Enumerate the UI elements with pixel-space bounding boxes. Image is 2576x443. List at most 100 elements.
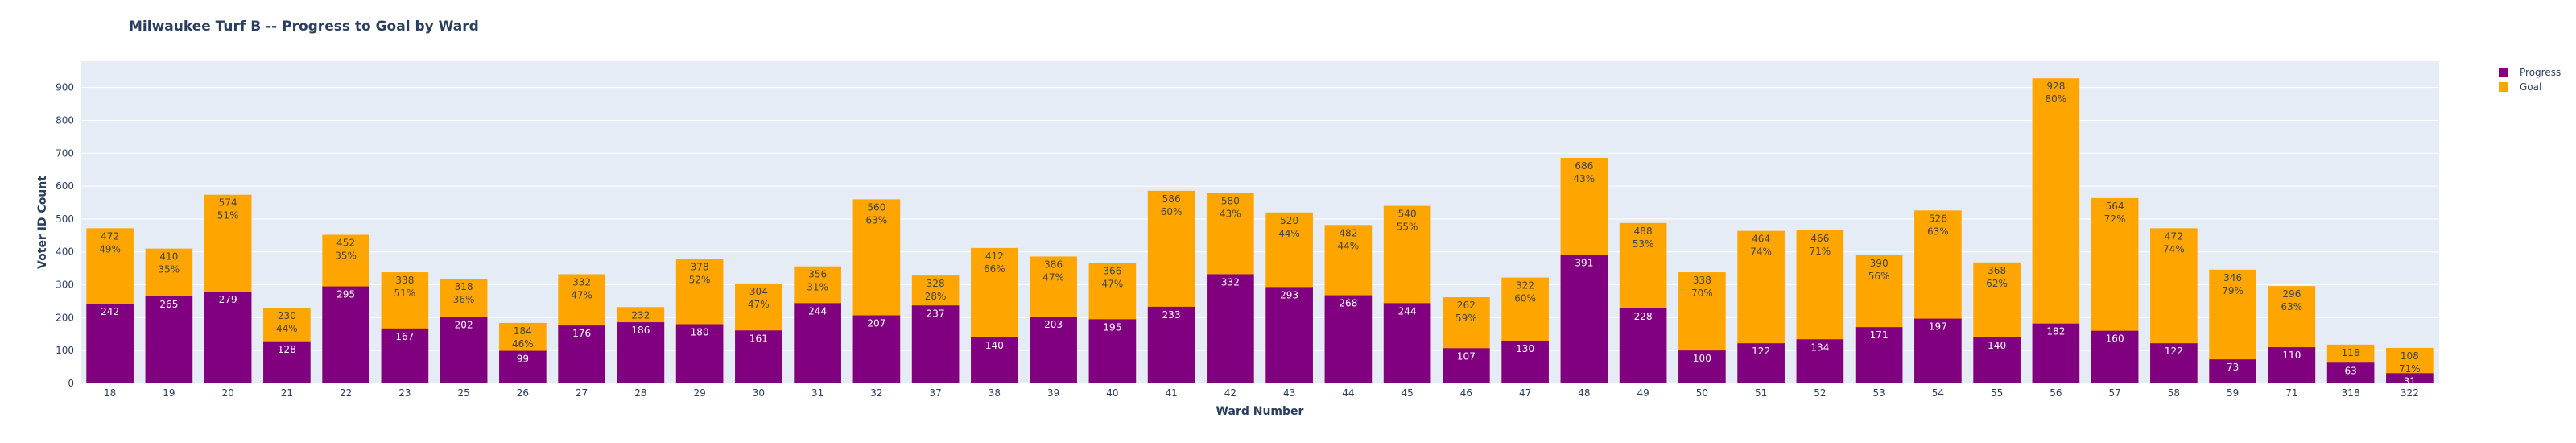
x-tick-label: 322 [2401, 387, 2419, 399]
progress-bar[interactable] [1855, 327, 1903, 383]
progress-data-label: 140 [985, 340, 1004, 351]
x-tick-label: 42 [1224, 387, 1236, 399]
x-tick-label: 20 [221, 387, 233, 399]
progress-bar[interactable] [440, 317, 488, 383]
progress-bar[interactable] [1619, 308, 1667, 383]
progress-bar[interactable] [1796, 339, 1844, 383]
progress-data-label: 73 [2227, 362, 2239, 373]
goal-data-label: 526 63% [1927, 213, 1949, 237]
progress-data-label: 107 [1457, 350, 1476, 362]
x-tick-label: 44 [1342, 387, 1354, 399]
progress-bar[interactable] [1383, 303, 1431, 383]
progress-bar[interactable] [2268, 347, 2316, 383]
progress-bar[interactable] [735, 330, 782, 383]
goal-data-label: 338 51% [394, 275, 416, 299]
progress-data-label: 122 [2165, 346, 2183, 357]
x-tick-label: 52 [1814, 387, 1826, 399]
progress-data-label: 228 [1634, 311, 1653, 322]
progress-bar[interactable] [381, 328, 429, 383]
goal-data-label: 482 44% [1338, 227, 1360, 251]
progress-bar[interactable] [263, 341, 311, 383]
goal-data-label: 580 43% [1220, 195, 1241, 219]
progress-data-label: 63 [2344, 365, 2356, 376]
progress-bar[interactable] [675, 324, 724, 383]
x-axis-ticks: 18 19 20 21 22 23 25 26 27 28 29 30 31 32 37 38 39 40 41 42… [104, 387, 2419, 399]
progress-bar[interactable] [145, 296, 193, 383]
progress-bar[interactable] [499, 350, 547, 383]
x-tick-label: 41 [1165, 387, 1177, 399]
progress-bar[interactable] [617, 322, 665, 383]
goal-data-label: 686 43% [1574, 160, 1596, 184]
y-axis-title: Voter ID Count [36, 176, 49, 269]
progress-data-label: 279 [219, 294, 237, 305]
x-tick-label: 25 [457, 387, 469, 399]
progress-bar[interactable] [1030, 317, 1077, 383]
progress-bar[interactable] [204, 292, 252, 383]
goal-data-label: 410 35% [159, 251, 180, 275]
x-tick-label: 50 [1696, 387, 1708, 399]
progress-bar[interactable] [852, 315, 901, 383]
progress-bar[interactable] [794, 303, 841, 383]
progress-data-label: 167 [395, 331, 414, 342]
progress-data-label: 332 [1221, 276, 1240, 288]
goal-data-label: 412 66% [984, 250, 1005, 275]
progress-bar[interactable] [558, 325, 605, 383]
x-tick-label: 27 [576, 387, 588, 399]
progress-bar[interactable] [2326, 362, 2375, 383]
progress-data-label: 195 [1103, 321, 1121, 333]
progress-bar[interactable] [1443, 348, 1490, 383]
progress-data-label: 134 [1810, 342, 1829, 353]
progress-bar[interactable] [1737, 343, 1785, 383]
progress-data-label: 100 [1693, 353, 1711, 364]
x-tick-label: 23 [398, 387, 411, 399]
y-tick-label: 0 [68, 378, 74, 389]
goal-data-label: 466 71% [1810, 233, 1831, 257]
progress-bar[interactable] [1501, 340, 1549, 383]
goal-data-label: 184 46% [512, 325, 534, 350]
progress-data-label: 171 [1870, 329, 1889, 341]
x-tick-label: 39 [1047, 387, 1059, 399]
bar-labels: 242 472 49% 265 410 35% 279 574 51% 128 230 44% 295 4… [99, 81, 2420, 387]
legend-label-goal[interactable]: Goal [2520, 81, 2541, 93]
progress-data-label: 31 [2404, 375, 2416, 387]
progress-data-label: 237 [927, 308, 945, 319]
x-tick-label: 49 [1637, 387, 1649, 399]
progress-data-label: 122 [1752, 346, 1770, 357]
progress-bar[interactable] [322, 286, 369, 383]
y-axis-ticks: 0 100 200 300 400 500 600 700 800 900 [56, 82, 74, 389]
progress-bar[interactable] [2209, 359, 2256, 383]
goal-data-label: 564 72% [2104, 201, 2126, 225]
progress-bar[interactable] [1678, 350, 1726, 383]
legend[interactable]: Progress Goal [2499, 67, 2561, 93]
goal-data-label: 574 51% [217, 197, 239, 222]
legend-swatch-goal[interactable] [2499, 82, 2508, 92]
progress-bar[interactable] [2386, 373, 2434, 383]
progress-bar[interactable] [86, 304, 134, 383]
progress-bar[interactable] [1973, 337, 2021, 383]
legend-swatch-progress[interactable] [2499, 68, 2508, 77]
progress-data-label: 160 [2106, 333, 2124, 345]
progress-bar[interactable] [1147, 306, 1195, 383]
x-tick-label: 48 [1578, 387, 1590, 399]
y-tick-label: 500 [56, 213, 74, 225]
progress-bar[interactable] [1265, 287, 1313, 383]
progress-data-label: 244 [808, 305, 827, 317]
progress-data-label: 207 [867, 318, 886, 329]
y-tick-label: 200 [56, 312, 74, 323]
progress-bar[interactable] [2091, 330, 2139, 383]
progress-bar[interactable] [1914, 318, 1962, 383]
x-tick-label: 31 [811, 387, 824, 399]
progress-bar[interactable] [2150, 343, 2198, 383]
progress-bar[interactable] [1088, 319, 1137, 383]
progress-bar[interactable] [1207, 274, 1254, 383]
progress-bar[interactable] [2032, 323, 2080, 383]
progress-bar[interactable] [971, 337, 1018, 383]
legend-label-progress[interactable]: Progress [2520, 67, 2561, 78]
progress-bar[interactable] [1324, 295, 1373, 383]
progress-data-label: 244 [1398, 305, 1417, 317]
x-tick-label: 21 [281, 387, 293, 399]
x-tick-label: 47 [1519, 387, 1531, 399]
goal-data-label: 928 80% [2046, 81, 2067, 105]
progress-bar[interactable] [1560, 255, 1608, 383]
progress-bar[interactable] [911, 305, 960, 383]
